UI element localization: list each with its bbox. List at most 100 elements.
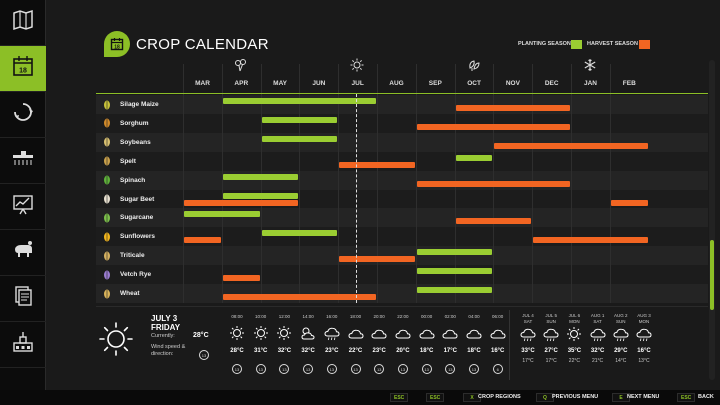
month-label: JAN — [583, 80, 597, 87]
planting-season-bar — [416, 249, 493, 256]
scrollbar-thumb[interactable] — [710, 240, 714, 310]
hour-time: 08:00 — [231, 314, 243, 319]
production-icon — [10, 329, 36, 360]
sidebar-item-production[interactable] — [0, 322, 46, 368]
crop-regions-button[interactable]: CROP REGIONS — [478, 394, 521, 400]
crop-row-sorghum[interactable]: Sorghum — [102, 114, 149, 133]
crop-row-soybeans[interactable]: Soybeans — [102, 133, 151, 152]
wind-direction-icon: 13 — [303, 364, 314, 374]
next-menu-button[interactable]: NEXT MENU — [627, 394, 660, 400]
forecast-low-temperature: 14°C — [615, 358, 627, 364]
crop-row-spelt[interactable]: Spelt — [102, 152, 136, 171]
harvest-season-bar — [455, 105, 570, 111]
harvest-season-bar — [339, 256, 415, 263]
planting-season-bar — [261, 135, 338, 142]
sidebar-item-animals[interactable] — [0, 230, 46, 276]
key-x-button[interactable]: X — [463, 393, 481, 402]
table-row — [96, 170, 708, 190]
recycle-icon — [10, 99, 36, 130]
forecast-high-temperature: 32°C — [590, 348, 605, 354]
scrollbar-track[interactable] — [709, 60, 715, 380]
harvest-season-bar — [455, 218, 532, 225]
animals-icon — [10, 237, 36, 268]
hour-temperature: 32°C — [301, 348, 315, 354]
crop-name: Soybeans — [120, 138, 151, 146]
sidebar-item-documents[interactable] — [0, 276, 46, 322]
crop-row-vetch-rye[interactable]: Vetch Rye — [102, 265, 151, 284]
key-q-button[interactable]: Q — [536, 393, 554, 402]
sidebar-item-recycle[interactable] — [0, 92, 46, 138]
planting-season-bar — [416, 287, 493, 293]
cloud-icon — [370, 325, 388, 346]
wind-direction-icon: 13 — [326, 364, 337, 374]
harvest-season-bar — [184, 199, 299, 206]
wind-direction-icon: 13 — [469, 364, 479, 374]
planting-season-bar — [222, 173, 299, 180]
hour-temperature: 23°C — [325, 348, 339, 354]
key-e-button[interactable]: E — [612, 393, 630, 402]
sun-icon — [275, 325, 293, 346]
wind-direction-icon: 6 — [492, 364, 503, 374]
legend-harvest-label: HARVEST SEASON — [587, 41, 638, 47]
harvest-season-bar — [416, 180, 570, 187]
key-esc-button[interactable]: ESC — [677, 393, 696, 402]
crop-row-sunflowers[interactable]: Sunflowers — [102, 227, 155, 246]
crop-row-silage-maize[interactable]: Silage Maize — [102, 95, 159, 114]
hour-time: 16:00 — [326, 314, 338, 319]
current-date-marker — [355, 94, 357, 303]
spring-flower-icon — [233, 58, 247, 77]
legend-planting-label: PLANTING SEASON — [518, 41, 571, 47]
autumn-leaves-icon — [467, 58, 481, 77]
previous-menu-button[interactable]: PREVIOUS MENU — [552, 394, 599, 400]
crop-row-triticale[interactable]: Triticale — [102, 246, 145, 265]
harvest-season-bar — [184, 237, 221, 244]
crop-row-sugar-beet[interactable]: Sugar Beet — [102, 190, 154, 209]
cloud-rain-icon — [323, 325, 341, 346]
sidebar-item-sprayer[interactable] — [0, 138, 46, 184]
sun-icon — [252, 325, 270, 346]
vetch-rye-icon — [102, 270, 112, 280]
crop-name: Sugarcane — [120, 214, 154, 222]
hour-time: 14:00 — [302, 314, 314, 319]
hour-temperature: 32°C — [277, 348, 292, 354]
hour-temperature: 31°C — [253, 348, 268, 354]
forecast-divider — [509, 310, 510, 380]
crop-name: Spinach — [120, 176, 146, 184]
month-separator — [415, 64, 417, 303]
month-label: AUG — [389, 80, 404, 87]
cloud-icon — [394, 325, 412, 346]
cloud-rain-icon — [519, 326, 537, 347]
crop-row-wheat[interactable]: Wheat — [102, 284, 140, 303]
calendar-icon: 18 — [10, 53, 36, 84]
sun-icon — [228, 325, 246, 346]
forecast-high-temperature: 29°C — [614, 348, 628, 354]
crop-name: Silage Maize — [120, 101, 159, 108]
wind-direction-icon: 13 — [279, 364, 290, 374]
cloud-rain-icon — [635, 326, 653, 347]
month-label: OCT — [467, 80, 481, 87]
month-label: JUL — [351, 80, 364, 87]
key-esc-button[interactable]: ESC — [390, 393, 409, 402]
planting-season-bar — [184, 211, 260, 218]
month-separator — [299, 64, 301, 303]
crop-row-spinach[interactable]: Spinach — [102, 171, 145, 190]
hour-time: 02:00 — [444, 314, 456, 319]
forecast-high-temperature: 16°C — [637, 348, 651, 354]
crop-name: Sunflowers — [120, 233, 156, 241]
crop-row-sugarcane[interactable]: Sugarcane — [102, 208, 153, 227]
sidebar-item-map[interactable] — [0, 0, 46, 46]
hour-time: 18:00 — [349, 314, 362, 319]
documents-icon — [10, 283, 36, 314]
sidebar: 18 — [0, 0, 52, 405]
wind-direction-icon: 13 — [374, 364, 385, 374]
sidebar-item-statistics[interactable] — [0, 184, 46, 230]
planting-season-bar — [261, 116, 338, 123]
statistics-icon — [10, 191, 36, 222]
cloud-icon — [465, 325, 483, 346]
spinach-icon — [102, 175, 112, 185]
back-button[interactable]: BACK — [698, 394, 714, 400]
key-esc-button[interactable]: ESC — [426, 393, 445, 402]
harvest-season-bar — [610, 199, 648, 206]
wind-label: Wind speed & direction: — [151, 344, 186, 357]
sidebar-item-calendar[interactable]: 18 — [0, 46, 52, 92]
